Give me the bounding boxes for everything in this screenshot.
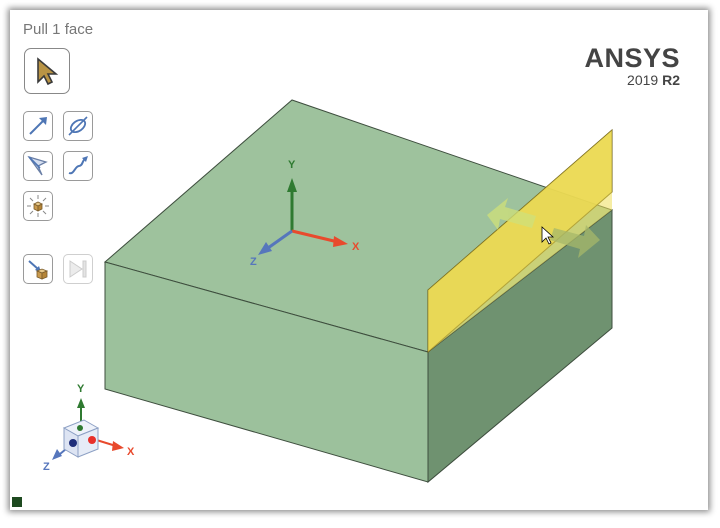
revolve-axis-icon [68, 116, 88, 136]
select-arrow-icon [37, 57, 59, 86]
brand-version: 2019 R2 [584, 72, 680, 88]
revolve-button[interactable] [63, 111, 93, 141]
brand-version-release: R2 [662, 72, 680, 88]
orient-z-label: Z [43, 461, 50, 473]
origin-triad [258, 178, 348, 255]
status-indicator [12, 497, 22, 507]
origin-y-label: Y [288, 159, 296, 171]
ansys-logo: ANSYS 2019 R2 [584, 44, 680, 88]
orient-x-label: X [127, 446, 135, 458]
block-right-face[interactable] [427, 208, 613, 484]
pull-options-icon [28, 260, 49, 280]
full-pull-icon [27, 195, 49, 217]
sweep-trajectory-icon [68, 156, 88, 175]
complete-icon [69, 260, 87, 278]
orient-y-label: Y [77, 383, 85, 395]
pull-handle-arrows-icon[interactable] [487, 198, 600, 258]
mode-label: Pull 1 face [23, 21, 94, 38]
sweep-button[interactable] [63, 151, 93, 181]
direction-arrow-icon [29, 117, 47, 135]
up-to-button[interactable] [23, 151, 53, 181]
pull-options-button[interactable] [23, 254, 53, 284]
brand-version-year: 2019 [627, 72, 659, 88]
brand-name: ANSYS [584, 43, 680, 73]
complete-button[interactable] [63, 254, 93, 284]
orientation-triad[interactable] [52, 398, 124, 460]
up-to-icon [27, 155, 48, 176]
mouse-cursor-icon [541, 226, 555, 245]
origin-z-label: Z [250, 256, 257, 268]
full-pull-button[interactable] [23, 191, 53, 221]
origin-x-label: X [352, 241, 360, 253]
select-direction-button[interactable] [23, 111, 53, 141]
selected-face-extension [428, 130, 612, 352]
select-tool-button[interactable] [24, 48, 70, 94]
